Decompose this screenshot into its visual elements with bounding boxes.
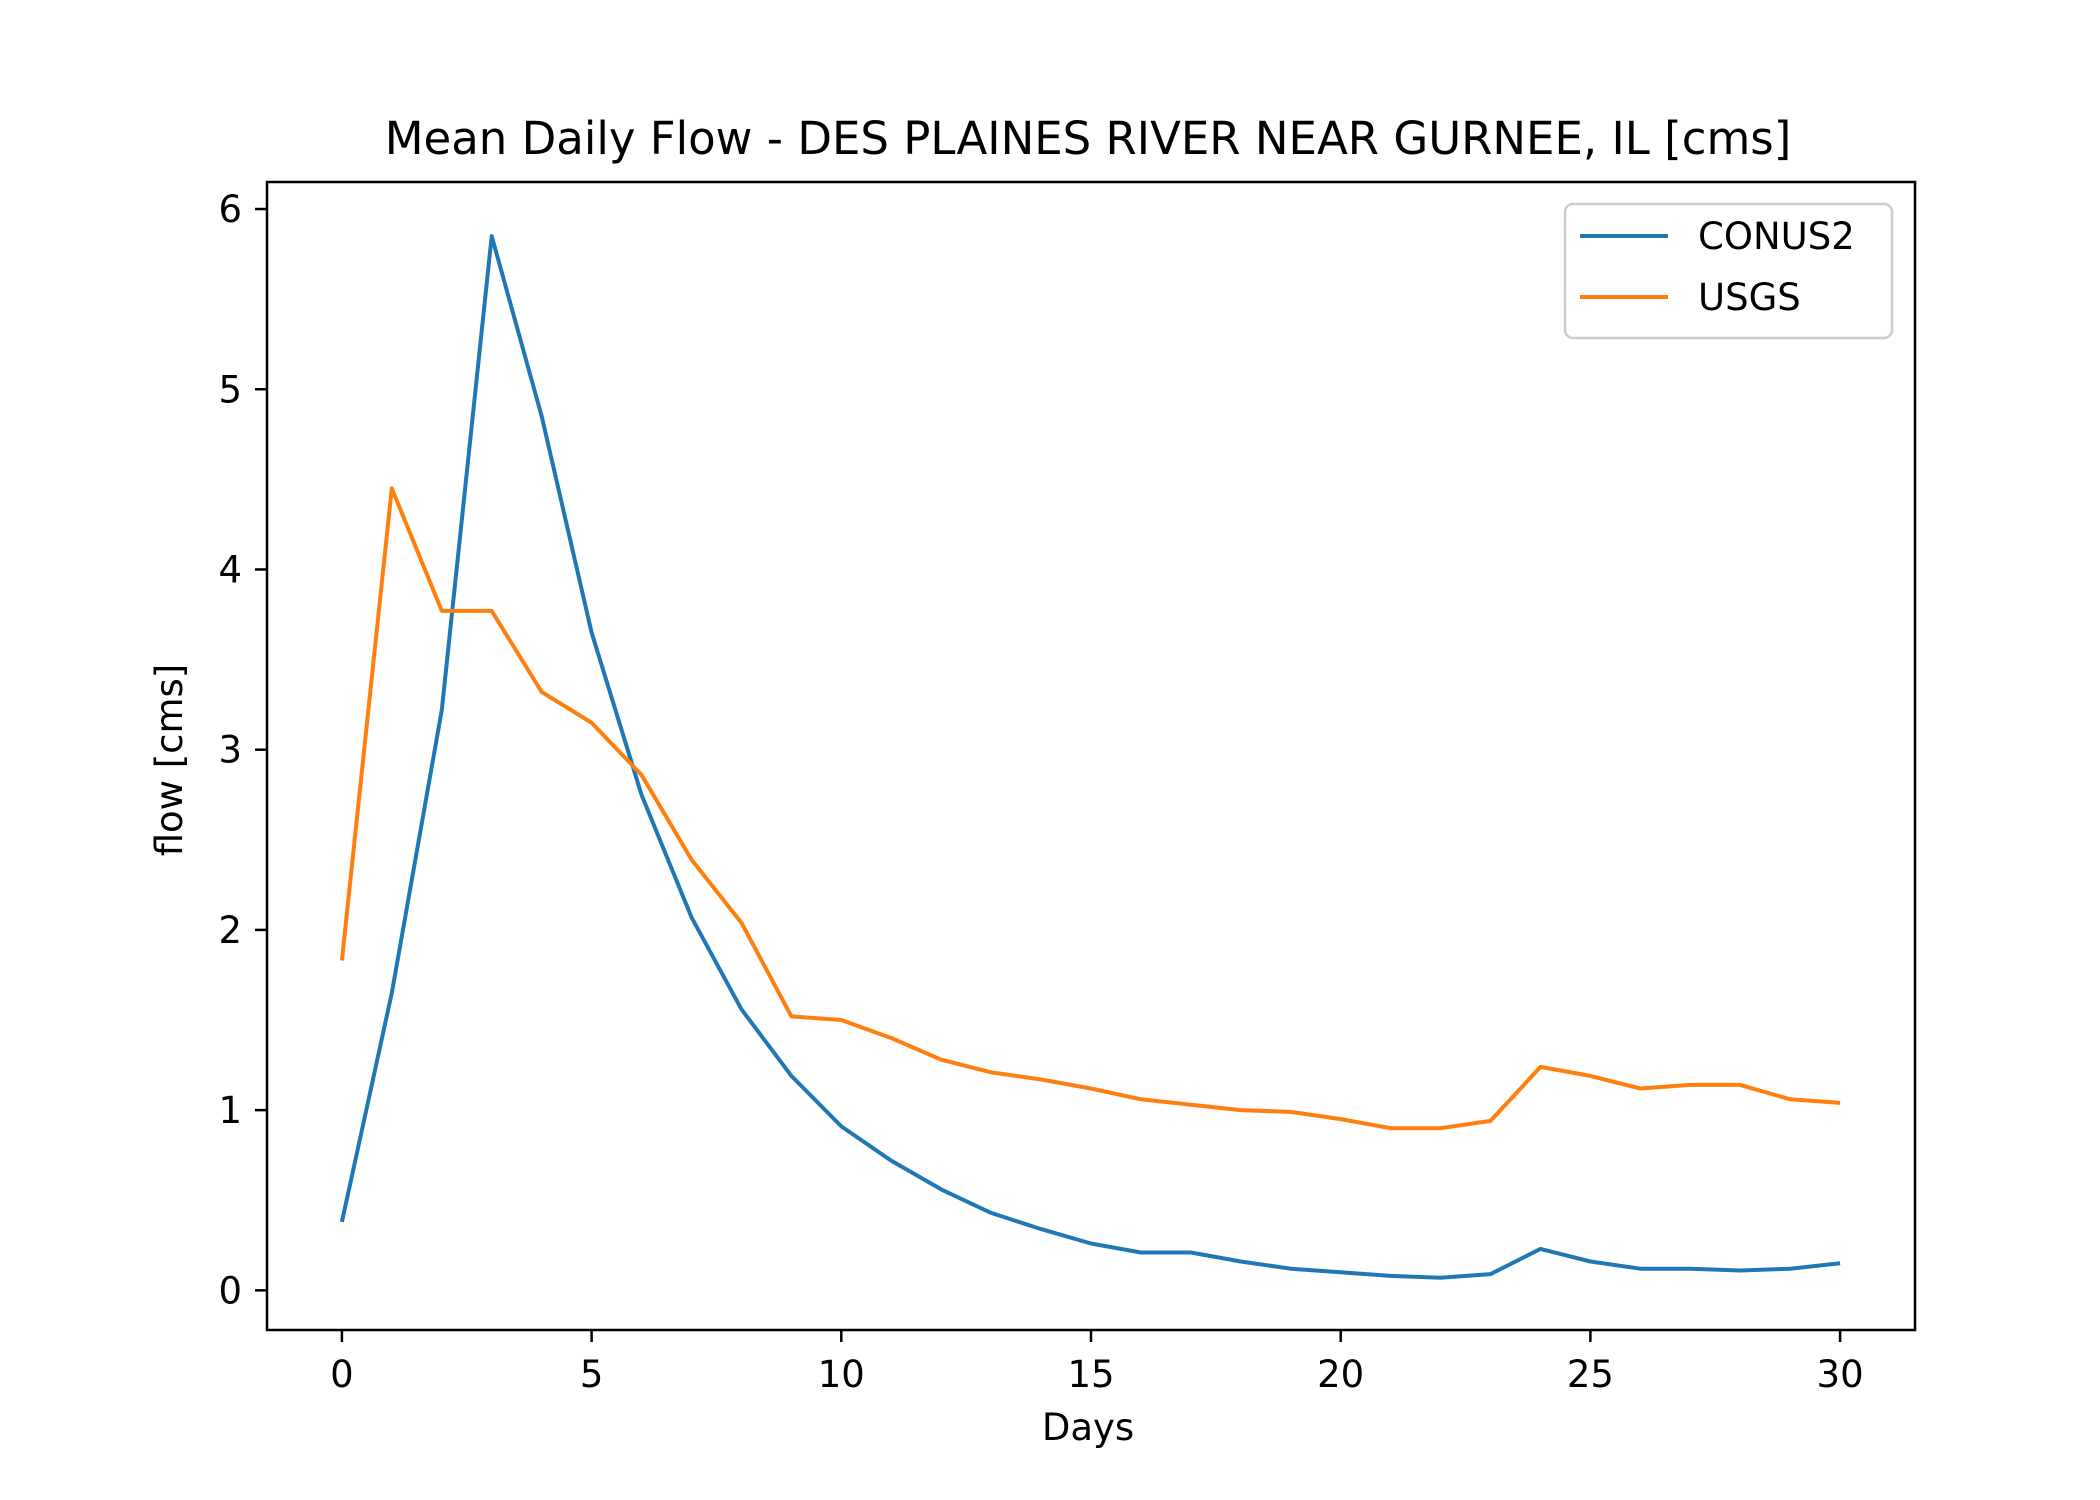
x-axis-ticks: 0 5 10 15 20 25 30 (330, 1330, 1864, 1396)
series-layer (339, 234, 1841, 1280)
x-tick-label: 10 (818, 1353, 865, 1396)
y-tick-label: 5 (218, 368, 242, 411)
x-tick-label: 15 (1067, 1353, 1114, 1396)
legend-label-usgs: USGS (1698, 276, 1801, 319)
series-line-conus2 (339, 234, 1841, 1280)
x-tick-label: 30 (1817, 1353, 1864, 1396)
y-tick-label: 6 (218, 188, 242, 231)
y-tick-label: 4 (218, 548, 242, 591)
x-tick-label: 20 (1317, 1353, 1364, 1396)
y-tick-label: 0 (218, 1269, 242, 1312)
legend: CONUS2 USGS (1563, 202, 1894, 340)
x-tick-label: 25 (1567, 1353, 1614, 1396)
y-tick-label: 2 (218, 909, 242, 952)
y-tick-label: 1 (218, 1089, 242, 1132)
y-tick-label: 3 (218, 729, 242, 772)
x-tick-label: 0 (330, 1353, 354, 1396)
y-axis-label: flow [cms] (148, 664, 191, 857)
x-axis-label: Days (1042, 1406, 1134, 1449)
series-line-usgs (339, 486, 1841, 1131)
legend-label-conus2: CONUS2 (1698, 215, 1855, 258)
y-axis-ticks: 0 1 2 3 4 5 6 (218, 188, 267, 1312)
chart-title: Mean Daily Flow - DES PLAINES RIVER NEAR… (385, 112, 1792, 165)
x-tick-label: 5 (580, 1353, 604, 1396)
